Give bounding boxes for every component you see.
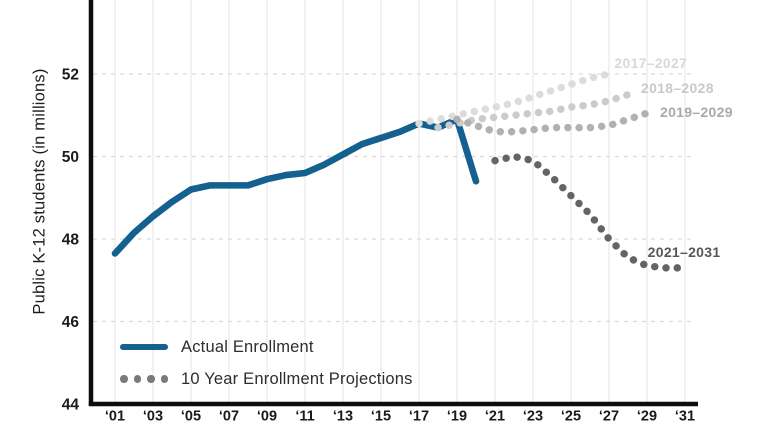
x-tick-label: ‘23 (523, 409, 543, 425)
legend-label-projections: 10 Year Enrollment Projections (181, 369, 413, 388)
x-tick-label: ‘15 (371, 409, 391, 425)
dot-icon (147, 375, 155, 383)
y-tick-label: 46 (62, 314, 80, 331)
actual-line-swatch (120, 343, 168, 351)
x-tick-label: ‘27 (599, 409, 619, 425)
series-projection (491, 152, 689, 272)
x-tick-label: ‘21 (485, 409, 505, 425)
series-label: 2019–2029 (660, 104, 733, 120)
legend: Actual Enrollment 10 Year Enrollment Pro… (120, 334, 413, 398)
series-projection (415, 70, 613, 128)
series-projection (453, 109, 651, 136)
y-tick-label: 44 (62, 397, 80, 414)
x-tick-label: ‘05 (181, 409, 201, 425)
x-tick-label: ‘19 (447, 409, 467, 425)
series-label: 2017–2027 (614, 55, 687, 71)
series-actual (111, 116, 480, 257)
x-tick-label: ‘01 (105, 409, 125, 425)
series-label: 2021–2031 (648, 244, 721, 260)
y-tick-label: 52 (62, 67, 79, 84)
dot-icon (120, 375, 128, 383)
legend-label-actual: Actual Enrollment (181, 337, 314, 356)
x-tick-label: ‘25 (561, 409, 581, 425)
y-tick-label: 48 (62, 232, 80, 249)
x-tick-label: ‘09 (257, 409, 277, 425)
y-tick-label: 50 (62, 149, 79, 166)
dot-icon (160, 375, 168, 383)
x-tick-label: ‘13 (333, 409, 353, 425)
x-tick-label: ‘31 (675, 409, 695, 425)
x-tick-label: ‘07 (219, 409, 239, 425)
legend-item-projections: 10 Year Enrollment Projections (120, 366, 413, 392)
x-tick-label: ‘29 (637, 409, 657, 425)
series-label: 2018–2028 (641, 80, 714, 96)
dot-icon (133, 375, 141, 383)
x-tick-label: ‘03 (143, 409, 163, 425)
legend-item-actual: Actual Enrollment (120, 334, 413, 360)
x-tick-label: ‘17 (409, 409, 429, 425)
x-tick-label: ‘11 (295, 409, 314, 425)
projection-dots-swatch (120, 375, 168, 383)
